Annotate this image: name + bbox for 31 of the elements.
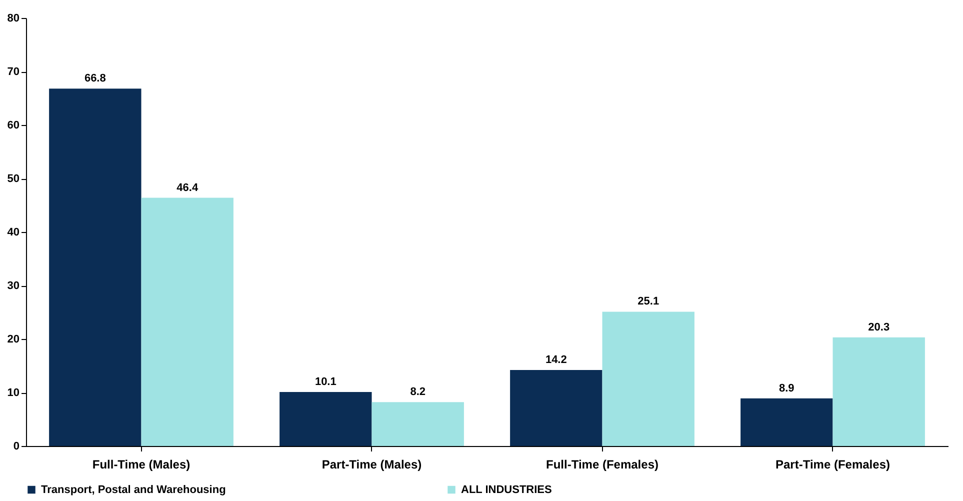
data-label: 25.1 bbox=[638, 296, 660, 308]
y-tick-label: 70 bbox=[7, 66, 20, 78]
bar bbox=[280, 392, 372, 446]
legend-label: Transport, Postal and Warehousing bbox=[41, 484, 226, 496]
bar bbox=[602, 312, 694, 446]
bar bbox=[510, 370, 602, 446]
y-tick-label: 60 bbox=[7, 120, 20, 132]
data-label: 66.8 bbox=[84, 72, 106, 85]
bar bbox=[832, 337, 925, 446]
y-tick-label: 40 bbox=[7, 226, 20, 238]
x-tick-label: Part-Time (Females) bbox=[776, 458, 890, 472]
y-tick-label: 10 bbox=[7, 387, 20, 399]
data-label: 46.4 bbox=[176, 182, 199, 194]
x-tick-label: Full-Time (Males) bbox=[92, 458, 190, 472]
data-label: 20.3 bbox=[868, 321, 890, 334]
data-label: 8.9 bbox=[779, 382, 794, 394]
bar bbox=[740, 398, 833, 446]
y-tick-label: 50 bbox=[7, 173, 20, 185]
legend-label: ALL INDUSTRIES bbox=[461, 484, 552, 496]
bar bbox=[141, 198, 234, 446]
data-label: 10.1 bbox=[314, 376, 336, 388]
x-tick-label: Part-Time (Males) bbox=[322, 458, 422, 472]
y-tick-label: 80 bbox=[7, 12, 20, 24]
y-tick-label: 20 bbox=[7, 334, 20, 346]
data-label: 8.2 bbox=[410, 386, 426, 398]
x-tick-label: Full-Time (Females) bbox=[546, 458, 658, 472]
data-label: 14.2 bbox=[545, 354, 567, 366]
y-tick-label: 30 bbox=[7, 280, 20, 292]
bar bbox=[372, 402, 464, 446]
bar bbox=[49, 88, 142, 446]
y-tick-label: 0 bbox=[13, 440, 20, 452]
